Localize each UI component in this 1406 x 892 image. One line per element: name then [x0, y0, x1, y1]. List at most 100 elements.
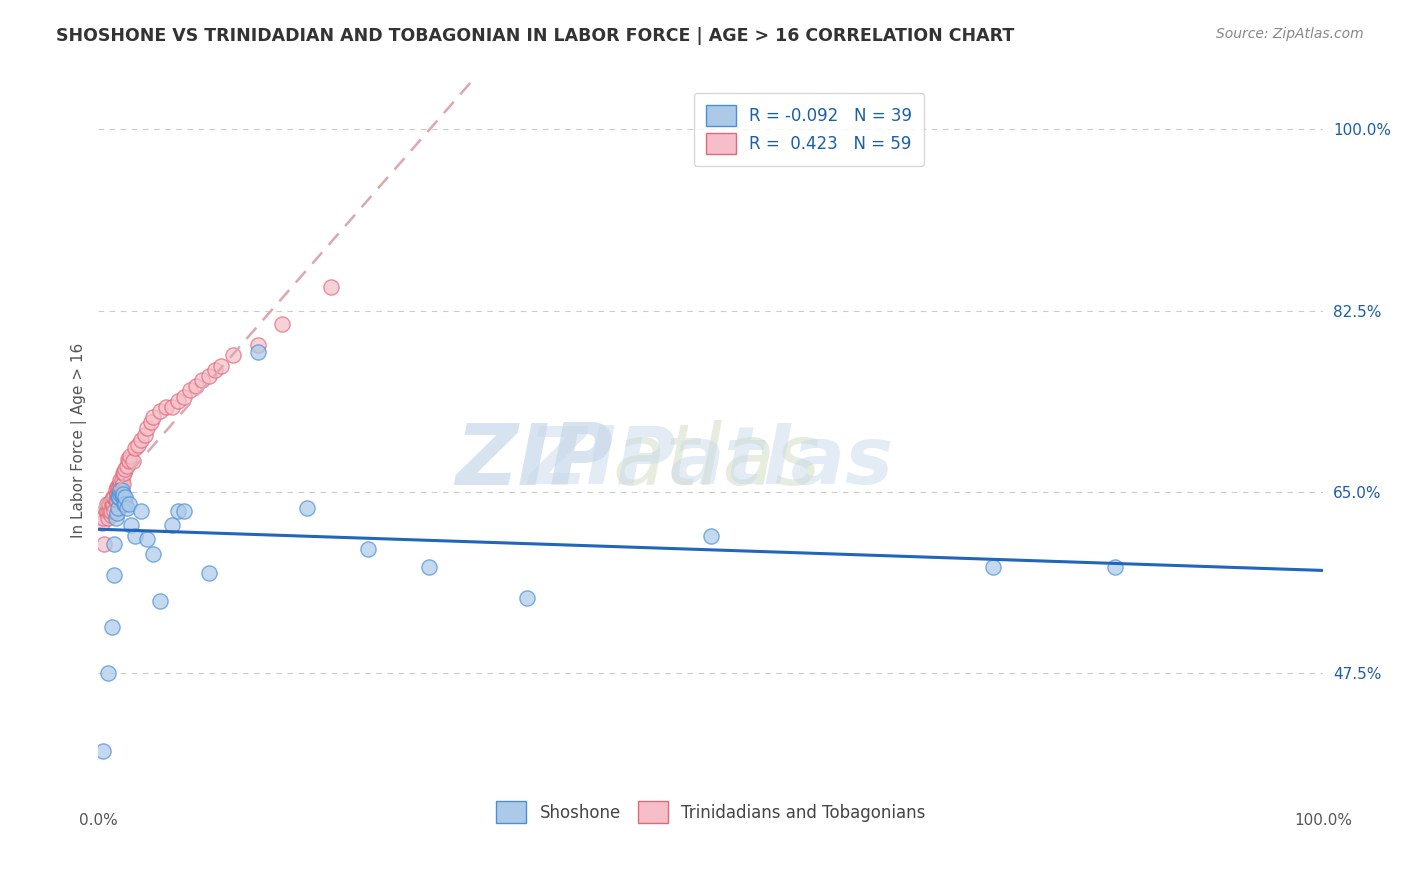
Point [108, 490, 131, 504]
Point [167, 393, 190, 408]
Point [700, 528, 723, 542]
Point [118, 498, 141, 512]
Point [136, 421, 159, 435]
Point [93, 537, 115, 551]
Point [98, 504, 121, 518]
Point [357, 542, 380, 557]
Point [134, 428, 156, 442]
Point [1104, 559, 1126, 574]
Point [112, 498, 135, 512]
Point [111, 487, 134, 501]
Point [173, 390, 195, 404]
Text: SHOSHONE VS TRINIDADIAN AND TOBAGONIAN IN LABOR FORCE | AGE > 16 CORRELATION CHA: SHOSHONE VS TRINIDADIAN AND TOBAGONIAN I… [56, 27, 1015, 45]
Point [105, 493, 128, 508]
Point [197, 566, 219, 580]
Point [418, 559, 440, 574]
Point [191, 373, 214, 387]
Point [160, 400, 183, 414]
Point [167, 504, 190, 518]
Text: atlas: atlas [613, 420, 821, 503]
Point [136, 532, 159, 546]
Point [114, 490, 136, 504]
Point [124, 442, 146, 456]
Point [94, 504, 117, 518]
Point [97, 666, 120, 681]
Point [246, 345, 269, 359]
Point [142, 547, 165, 561]
Point [101, 490, 124, 504]
Point [111, 473, 134, 487]
Point [173, 504, 195, 518]
Y-axis label: In Labor Force | Age > 16: In Labor Force | Age > 16 [72, 343, 87, 538]
Point [111, 490, 134, 504]
Point [209, 359, 232, 373]
Point [91, 516, 114, 530]
Point [124, 528, 146, 542]
Point [96, 498, 118, 512]
Point [100, 504, 122, 518]
Point [114, 462, 136, 476]
Point [111, 483, 134, 497]
Point [149, 594, 172, 608]
Point [246, 338, 269, 352]
Point [271, 317, 294, 331]
Point [108, 480, 131, 494]
Point [179, 384, 201, 398]
Point [111, 487, 134, 501]
Point [98, 498, 121, 512]
Point [107, 500, 129, 515]
Point [204, 362, 226, 376]
Point [101, 493, 124, 508]
Point [101, 498, 124, 512]
Point [91, 511, 114, 525]
Point [112, 467, 135, 481]
Point [115, 500, 138, 515]
Point [110, 473, 132, 487]
Point [110, 483, 132, 497]
Point [104, 493, 127, 508]
Point [107, 480, 129, 494]
Point [103, 504, 125, 518]
Legend: Shoshone, Trinidadians and Tobagonians: Shoshone, Trinidadians and Tobagonians [485, 789, 936, 835]
Text: ZIP: ZIP [456, 420, 613, 503]
Point [96, 504, 118, 518]
Point [118, 454, 141, 468]
Point [142, 410, 165, 425]
Point [103, 490, 125, 504]
Point [139, 415, 162, 429]
Point [111, 467, 134, 481]
Point [103, 537, 125, 551]
Point [101, 620, 124, 634]
Point [103, 568, 125, 582]
Point [107, 487, 129, 501]
Point [107, 490, 129, 504]
Point [91, 744, 114, 758]
Point [105, 480, 128, 494]
Point [186, 379, 208, 393]
Point [129, 433, 152, 447]
Point [121, 454, 143, 468]
Point [127, 438, 149, 452]
Point [115, 459, 138, 474]
Point [120, 518, 142, 533]
Point [100, 508, 122, 522]
Point [105, 487, 128, 501]
Point [222, 348, 245, 362]
Point [120, 449, 142, 463]
Point [117, 451, 139, 466]
Point [111, 476, 134, 491]
Point [295, 500, 318, 515]
Point [197, 368, 219, 383]
Point [110, 476, 132, 491]
Point [105, 506, 128, 520]
Point [516, 591, 538, 605]
Point [101, 498, 124, 512]
Point [149, 404, 172, 418]
Point [981, 559, 1004, 574]
Point [104, 483, 127, 497]
Point [97, 511, 120, 525]
Point [114, 498, 136, 512]
Text: ZIPatlas: ZIPatlas [529, 423, 893, 501]
Point [110, 487, 132, 501]
Point [104, 511, 127, 525]
